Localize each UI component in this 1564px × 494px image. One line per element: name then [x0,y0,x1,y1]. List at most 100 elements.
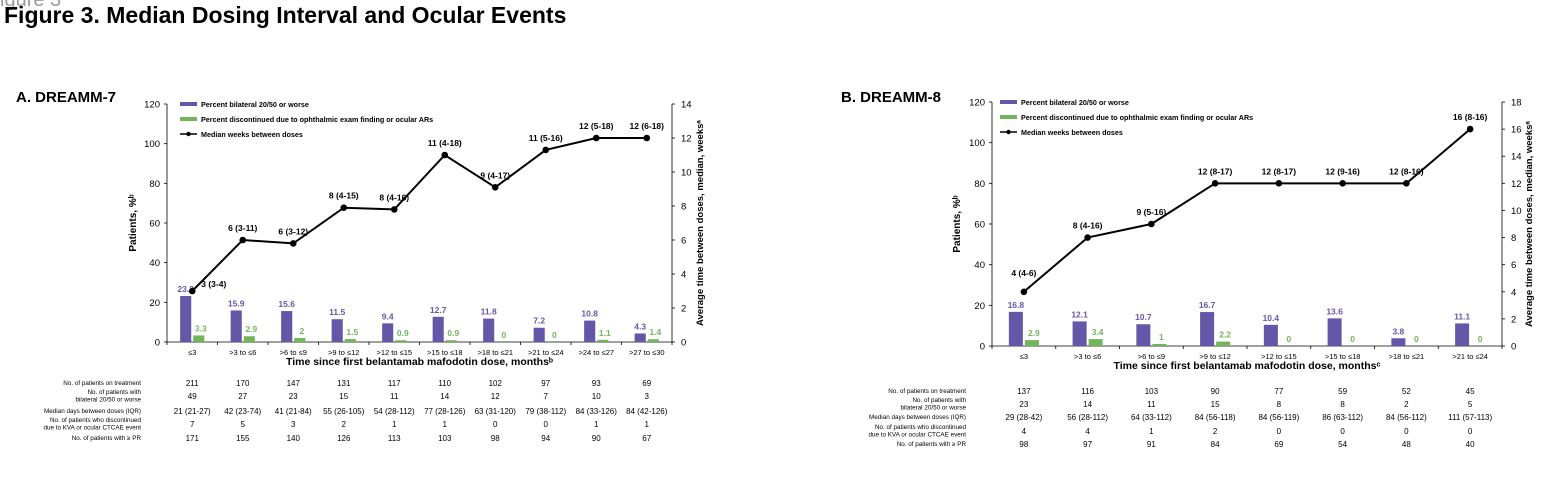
legend-label: Median weeks between doses [201,130,303,139]
table-row-label: No. of patients with ≥ PR [897,441,967,448]
bar-label-bilateral: 23.2 [177,284,194,294]
bar-label-bilateral: 11.1 [1454,311,1470,321]
table-cell: 14 [440,392,449,401]
table-cell: 15 [339,392,348,401]
table-cell: 3 [645,392,650,401]
table-cell: 113 [388,434,401,443]
table-cell: 84 (42-126) [626,407,668,416]
median-point [1211,180,1219,187]
bar-label-discontinued: 0 [1350,334,1355,344]
bar-discontinued [445,340,457,342]
table-cell: 1 [392,420,397,429]
median-label: 6 (3-12) [278,226,308,236]
bar-label-discontinued: 0 [1414,334,1419,344]
legend-label: Percent bilateral 20/50 or worse [1021,98,1129,107]
bar-label-bilateral: 9.4 [382,311,394,321]
bar-bilateral [584,320,596,342]
table-cell: 40 [1466,440,1475,449]
bar-label-discontinued: 0 [501,330,506,340]
bar-discontinued [344,339,356,342]
table-cell: 2 [1213,427,1218,436]
y-tick-label: 120 [144,100,160,111]
y2-tick-label: 12 [681,134,692,145]
table-row-label: No. of patients with [87,389,141,396]
y-tick-label: 100 [144,139,160,150]
y-tick-label: 100 [969,138,985,149]
table-cell: 0 [544,420,549,429]
table-cell: 2 [342,420,347,429]
y-tick-label: 60 [149,219,160,230]
legend-label: Percent bilateral 20/50 or worse [201,100,309,109]
y2-axis-title: Average time between doses, median, week… [695,120,706,326]
median-point [441,151,449,159]
bar-bilateral [1455,323,1470,346]
table-cell: 5 [1468,400,1473,409]
bar-label-bilateral: 11.5 [329,307,345,317]
table-cell: 56 (28-112) [1067,413,1108,422]
bar-label-discontinued: 3.3 [195,323,207,333]
y2-tick-label: 6 [1511,260,1516,271]
bar-bilateral [281,311,293,342]
table-cell: 7 [544,392,549,401]
table-cell: 77 (28-126) [424,407,466,416]
table-cell: 5 [241,420,246,429]
bar-label-bilateral: 3.8 [1392,326,1404,336]
bar-label-bilateral: 16.7 [1199,300,1216,310]
x-tick-label: >3 to ≤6 [229,348,256,357]
table-row-label: No. of patients who discontinued [50,417,142,424]
bar-bilateral [382,323,394,342]
median-label: 8 (4-15) [329,191,359,201]
x-axis-title: Time since first belantamab mafodotin do… [1114,360,1381,372]
bar-discontinued [294,338,306,342]
median-point [340,204,348,211]
table-cell: 3 [291,420,296,429]
median-label: 12 (8-16) [1389,166,1424,176]
y-tick-label: 0 [980,342,985,353]
bar-discontinued [395,340,407,342]
table-cell: 116 [1081,387,1094,396]
table-cell: 131 [337,379,351,388]
table-cell: 137 [1017,387,1031,396]
bar-label-discontinued: 2.9 [1028,328,1040,338]
x-tick-label: >24 to ≤27 [578,348,614,357]
y-axis-title: Patients, %ᵇ [128,194,139,251]
y-tick-label: 80 [974,179,985,190]
table-cell: 1 [645,420,650,429]
legend-swatch [1000,100,1017,104]
x-axis-title: Time since first belantamab mafodotin do… [286,356,553,368]
x-tick-label: >21 to ≤24 [528,348,564,357]
table-cell: 79 (38-112) [525,407,566,416]
median-point [390,206,398,213]
table-cell: 8 [1340,400,1345,409]
bar-discontinued [1024,340,1039,346]
bar-label-bilateral: 7.2 [533,316,545,326]
table-row-label: Median days between doses (IQR) [869,414,966,421]
table-cell: 90 [592,434,601,443]
x-tick-label: >12 to ≤15 [1261,352,1297,361]
table-cell: 48 [1402,440,1411,449]
bar-label-bilateral: 13.6 [1326,306,1343,316]
bar-bilateral [1072,321,1087,346]
x-tick-label: >9 to ≤12 [328,348,359,357]
median-label: 3 (3-4) [201,279,226,289]
table-cell: 102 [489,379,503,388]
bar-label-bilateral: 4.3 [634,321,646,331]
table-cell: 2 [1404,400,1409,409]
table-cell: 29 (28-42) [1005,413,1042,422]
y2-tick-label: 10 [1511,206,1522,217]
table-cell: 0 [493,420,498,429]
median-label: 12 (9-16) [1325,166,1360,176]
x-tick-label: >6 to ≤9 [280,348,307,357]
bar-discontinued [1088,339,1103,346]
table-cell: 94 [541,434,550,443]
bar-discontinued [243,336,255,342]
table-cell: 84 (56-112) [1386,413,1427,422]
panel-a-title: A. DREAMM-7 [16,89,116,106]
table-cell: 1 [594,420,599,429]
y2-tick-label: 0 [1511,342,1516,353]
table-cell: 7 [190,420,195,429]
median-point [542,146,550,154]
median-label: 12 (8-17) [1262,166,1297,176]
table-cell: 98 [1019,440,1028,449]
median-label: 9 (4-17) [480,170,510,180]
